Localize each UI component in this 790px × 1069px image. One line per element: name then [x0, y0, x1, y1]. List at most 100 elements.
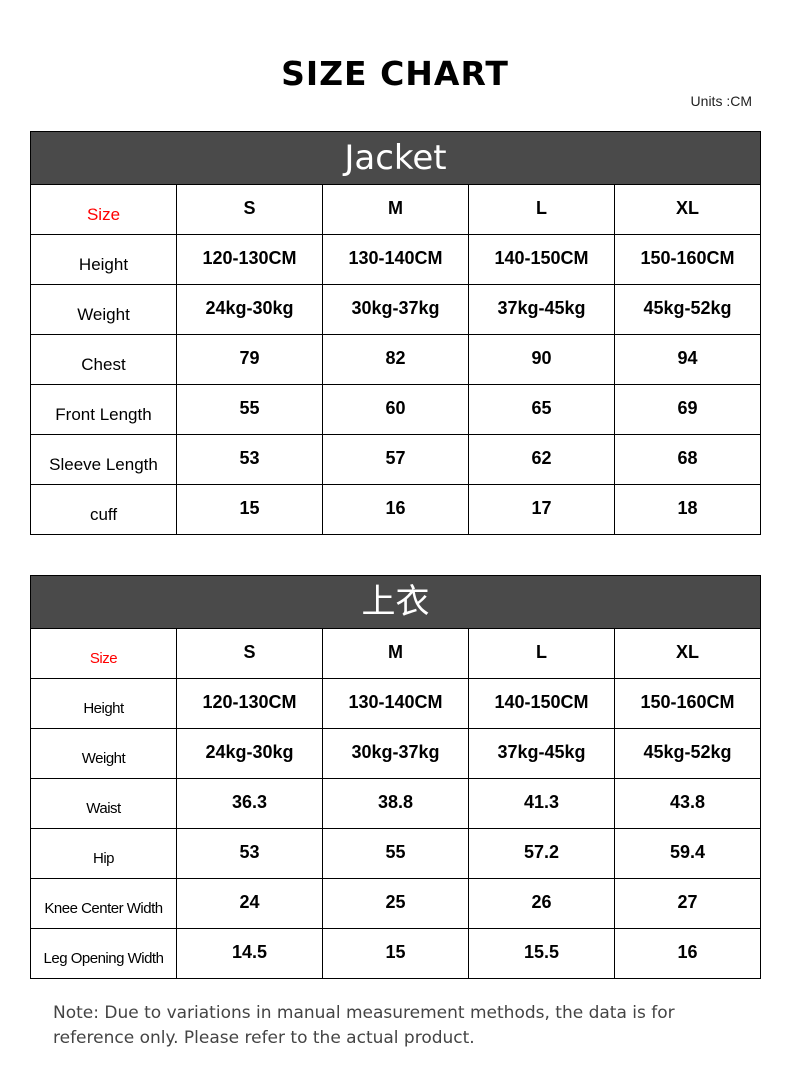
- size-column-header: S: [176, 628, 323, 679]
- table-row: Leg Opening Width 14.5 15 15.5 16: [30, 928, 761, 979]
- table-cell: 24kg-30kg: [176, 728, 323, 779]
- table-cell-text: 59.4: [669, 841, 706, 862]
- table-cell-text: 150-160CM: [640, 691, 735, 712]
- size-column-header-text: L: [536, 641, 547, 662]
- table-row: Waist 36.3 38.8 41.3 43.8: [30, 778, 761, 829]
- table-cell: 65: [468, 384, 615, 435]
- table-heading-row: Jacket: [30, 131, 761, 185]
- table-cell: 15.5: [468, 928, 615, 979]
- row-label: Front Length: [30, 384, 177, 435]
- table-cell-text: 94: [677, 347, 698, 368]
- size-column-header-text: L: [536, 197, 547, 218]
- table-cell: 36.3: [176, 778, 323, 829]
- table-cell-text: 62: [531, 447, 552, 468]
- table-cell-text: 24kg-30kg: [205, 297, 294, 318]
- table-cell-text: 37kg-45kg: [497, 297, 586, 318]
- table-cell-text: 60: [385, 397, 406, 418]
- row-label: Weight: [30, 284, 177, 335]
- table-cell-text: 14.5: [231, 941, 268, 962]
- table-cell: 18: [614, 484, 761, 535]
- row-label: Weight: [30, 728, 177, 779]
- table-cell: 41.3: [468, 778, 615, 829]
- jacket-size-table: Jacket Size S M L XL Height 120-130CM 130-140CM 1…: [30, 131, 761, 535]
- table-cell-text: 15.5: [523, 941, 560, 962]
- size-column-header: M: [322, 184, 469, 235]
- table-cell: 150-160CM: [614, 234, 761, 285]
- table-cell: 37kg-45kg: [468, 284, 615, 335]
- table-cell-text: 36.3: [231, 791, 268, 812]
- row-label-text: Weight: [77, 304, 130, 324]
- table-cell: 53: [176, 828, 323, 879]
- table-cell-text: 53: [239, 841, 260, 862]
- table-cell-text: 130-140CM: [348, 247, 443, 268]
- table-cell-text: 37kg-45kg: [497, 741, 586, 762]
- table-cell-text: 79: [239, 347, 260, 368]
- table-row: Sleeve Length 53 57 62 68: [30, 434, 761, 485]
- table-cell: 26: [468, 878, 615, 929]
- table-cell-text: 150-160CM: [640, 247, 735, 268]
- size-column-header-text: XL: [675, 197, 699, 218]
- table-cell-text: 38.8: [377, 791, 414, 812]
- table-cell: 15: [322, 928, 469, 979]
- size-label: Size: [30, 628, 177, 679]
- size-label-text: Size: [86, 204, 121, 224]
- table-cell: 17: [468, 484, 615, 535]
- table-heading-row: 上衣: [30, 575, 761, 629]
- table-cell-text: 120-130CM: [202, 691, 297, 712]
- table-cell: 94: [614, 334, 761, 385]
- size-label: Size: [30, 184, 177, 235]
- table-cell: 14.5: [176, 928, 323, 979]
- table-row: Height 120-130CM 130-140CM 140-150CM 150-160…: [30, 234, 761, 285]
- size-column-header-text: M: [388, 641, 403, 662]
- table-row: Hip 53 55 57.2 59.4: [30, 828, 761, 879]
- table-cell: 53: [176, 434, 323, 485]
- table-row: Weight 24kg-30kg 30kg-37kg 37kg-45kg 45kg-52…: [30, 284, 761, 335]
- table-cell: 16: [322, 484, 469, 535]
- row-label-text: Height: [78, 254, 129, 274]
- table-cell: 130-140CM: [322, 234, 469, 285]
- units-label: Units :CM: [690, 93, 752, 109]
- table-cell: 30kg-37kg: [322, 728, 469, 779]
- size-column-header: M: [322, 628, 469, 679]
- table-cell-text: 140-150CM: [494, 247, 589, 268]
- table-cell-text: 82: [385, 347, 406, 368]
- table-cell: 45kg-52kg: [614, 284, 761, 335]
- table-cell: 82: [322, 334, 469, 385]
- table-cell: 62: [468, 434, 615, 485]
- size-column-header: XL: [614, 628, 761, 679]
- table-row: Knee Center Width 24 25 26 27: [30, 878, 761, 929]
- table-cell: 57: [322, 434, 469, 485]
- size-column-header-text: S: [243, 197, 256, 218]
- row-label: cuff: [30, 484, 177, 535]
- table-cell: 38.8: [322, 778, 469, 829]
- table-cell: 30kg-37kg: [322, 284, 469, 335]
- row-label: Chest: [30, 334, 177, 385]
- row-label-text: Leg Opening Width: [43, 949, 164, 967]
- table-cell-text: 25: [385, 891, 406, 912]
- table-cell: 120-130CM: [176, 678, 323, 729]
- row-label-text: Weight: [81, 749, 126, 767]
- table-cell-text: 140-150CM: [494, 691, 589, 712]
- table-heading: 上衣: [30, 575, 761, 629]
- table-cell-text: 15: [239, 497, 260, 518]
- size-label-text: Size: [89, 649, 118, 667]
- table-row: Chest 79 82 90 94: [30, 334, 761, 385]
- table-cell: 140-150CM: [468, 234, 615, 285]
- top-size-table: 上衣 Size S M L XL Height 120-130CM 130-140CM 140-1…: [30, 575, 761, 979]
- table-cell-text: 24kg-30kg: [205, 741, 294, 762]
- row-label-text: Height: [83, 699, 124, 717]
- row-label: Sleeve Length: [30, 434, 177, 485]
- table-cell: 37kg-45kg: [468, 728, 615, 779]
- table-cell: 55: [176, 384, 323, 435]
- table-cell-text: 57: [385, 447, 406, 468]
- table-cell: 27: [614, 878, 761, 929]
- row-label-text: Front Length: [55, 404, 152, 424]
- table-cell: 15: [176, 484, 323, 535]
- size-column-header-text: XL: [675, 641, 699, 662]
- table-cell-text: 41.3: [523, 791, 560, 812]
- table-cell-text: 27: [677, 891, 698, 912]
- table-cell: 69: [614, 384, 761, 435]
- table-cell: 24: [176, 878, 323, 929]
- table-cell-text: 30kg-37kg: [351, 741, 440, 762]
- size-column-header: XL: [614, 184, 761, 235]
